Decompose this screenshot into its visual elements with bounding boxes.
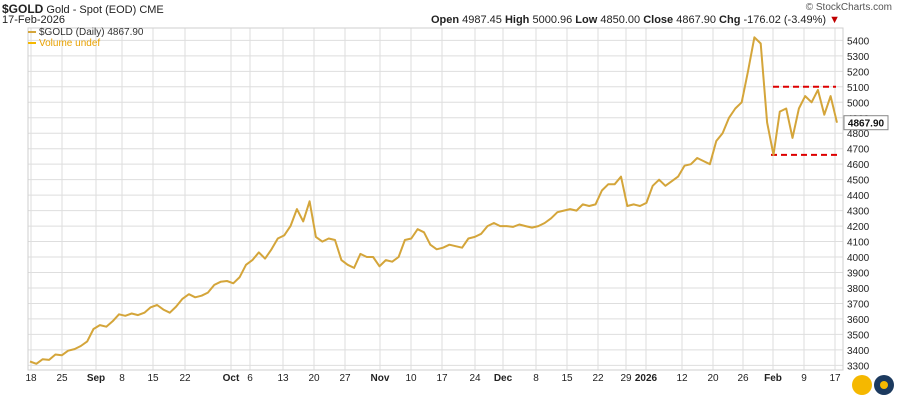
last-value-marker: 4867.90 <box>843 115 889 131</box>
x-tick-label: Nov <box>371 373 390 384</box>
open-value: 4987.45 <box>462 14 502 26</box>
x-tick-label: 8 <box>533 373 539 384</box>
x-tick-label: 17 <box>436 373 448 384</box>
instrument-name: Gold - Spot (EOD) <box>46 4 137 16</box>
y-tick-label: 3700 <box>847 299 870 310</box>
y-tick-label: 5400 <box>847 36 870 47</box>
x-tick-label: 24 <box>469 373 481 384</box>
y-axis: 3300 3400 3500 3600 3700 3800 3900 4000 4100 4200… <box>847 36 870 372</box>
chart-title: $GOLD Gold - Spot (EOD) CME <box>2 2 164 16</box>
open-label: Open <box>430 14 460 26</box>
x-tick-label: 8 <box>119 373 125 384</box>
x-tick-label: 2026 <box>635 373 658 384</box>
change-label: Chg <box>719 14 741 26</box>
y-tick-label: 5100 <box>847 83 870 94</box>
x-tick-label: 29 <box>620 373 632 384</box>
x-tick-label: 22 <box>179 373 191 384</box>
x-tick-label: 18 <box>25 373 37 384</box>
last-value-box <box>843 115 889 131</box>
x-tick-label: 20 <box>707 373 719 384</box>
y-tick-label: 3400 <box>847 346 870 357</box>
x-tick-label: Sep <box>87 373 105 384</box>
grid-lines <box>28 28 843 370</box>
x-tick-label: 6 <box>247 373 253 384</box>
y-tick-label: 3600 <box>847 315 870 326</box>
legend-volume-label: Volume undef <box>39 38 101 49</box>
x-tick-label: 9 <box>801 373 807 384</box>
y-tick-label: 4600 <box>847 160 870 171</box>
y-tick-label: 4400 <box>847 191 870 202</box>
y-tick-label: 5200 <box>847 67 870 78</box>
last-value-label: 4867.90 <box>848 119 885 130</box>
support-resistance-lines <box>771 85 840 156</box>
legend-swatch-icon <box>28 31 36 34</box>
legend-series: $GOLD (Daily) 4867.90 <box>28 27 144 38</box>
x-tick-label: Dec <box>494 373 513 384</box>
legend-volume: Volume undef <box>28 38 100 49</box>
legend-series-label: $GOLD (Daily) 4867.90 <box>39 27 144 38</box>
change-value: -176.02 (-3.49%) <box>743 14 827 26</box>
x-tick-label: 26 <box>737 373 749 384</box>
chart-date: 17-Feb-2026 <box>2 14 65 26</box>
down-arrow-icon: ▼ <box>829 14 840 26</box>
y-tick-label: 4700 <box>847 145 870 156</box>
x-tick-label: 20 <box>308 373 320 384</box>
plot-border <box>27 27 844 371</box>
low-label: Low <box>575 14 598 26</box>
y-tick-label: 5000 <box>847 98 870 109</box>
ohlc-summary: Open 4987.45 High 5000.96 Low 4850.00 Cl… <box>431 14 840 26</box>
x-tick-label: 15 <box>561 373 573 384</box>
x-tick-label: 17 <box>829 373 841 384</box>
y-tick-label: 4100 <box>847 238 870 249</box>
y-tick-label: 4000 <box>847 253 870 264</box>
gold-price-series-line <box>29 36 838 365</box>
y-tick-label: 3800 <box>847 284 870 295</box>
y-tick-label: 3300 <box>847 361 870 372</box>
high-value: 5000.96 <box>532 14 573 26</box>
y-tick-label: 4500 <box>847 176 870 187</box>
x-tick-label: 13 <box>277 373 289 384</box>
y-tick-label: 3900 <box>847 269 870 280</box>
sun-icon <box>852 375 872 395</box>
x-tick-label: 27 <box>339 373 351 384</box>
x-tick-label: Feb <box>764 373 782 384</box>
x-tick-label: 12 <box>676 373 688 384</box>
x-tick-label: 22 <box>592 373 604 384</box>
x-tick-label: 10 <box>405 373 417 384</box>
close-value: 4867.90 <box>676 14 716 26</box>
chart-tools-badge[interactable] <box>850 373 898 397</box>
legend-volume-swatch-icon <box>28 42 36 45</box>
x-tick-label: 25 <box>56 373 68 384</box>
exchange: CME <box>139 4 164 16</box>
y-tick-label: 5300 <box>847 52 870 63</box>
y-tick-label: 3500 <box>847 330 870 341</box>
y-tick-label: 4800 <box>847 129 870 140</box>
stockcharts-credit[interactable]: © StockCharts.com <box>805 2 892 13</box>
gear-icon-center <box>880 381 888 389</box>
symbol: $GOLD <box>2 2 44 16</box>
x-axis: 18 25 Sep 8 15 22 Oct 6 13 20 27 Nov 10 17 24 Dec 8 15 22 2… <box>25 373 841 384</box>
close-label: Close <box>643 14 674 26</box>
high-label: High <box>504 14 530 26</box>
low-value: 4850.00 <box>600 14 641 26</box>
x-tick-label: 15 <box>147 373 159 384</box>
x-tick-label: Oct <box>223 373 240 384</box>
y-tick-label: 4200 <box>847 222 870 233</box>
y-tick-label: 4300 <box>847 207 870 218</box>
